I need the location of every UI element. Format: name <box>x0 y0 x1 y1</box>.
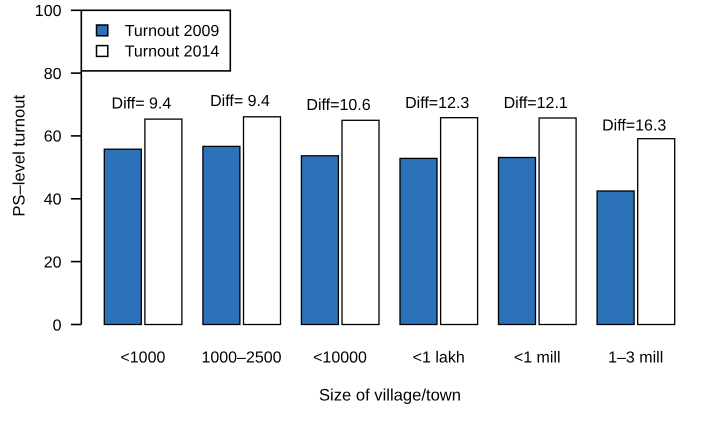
svg-text:20: 20 <box>44 254 62 271</box>
svg-text:60: 60 <box>44 129 62 146</box>
svg-text:PS–level turnout: PS–level turnout <box>10 95 29 217</box>
svg-text:<10000: <10000 <box>313 349 367 366</box>
svg-text:<1 lakh: <1 lakh <box>413 349 465 366</box>
svg-text:Diff=10.6: Diff=10.6 <box>306 97 370 114</box>
svg-text:Diff= 9.4: Diff= 9.4 <box>210 93 270 110</box>
svg-text:Diff= 9.4: Diff= 9.4 <box>112 96 172 113</box>
svg-text:<1 mill: <1 mill <box>514 349 561 366</box>
svg-text:Diff=12.3: Diff=12.3 <box>405 95 469 112</box>
svg-text:1–3 mill: 1–3 mill <box>608 349 663 366</box>
svg-text:40: 40 <box>44 192 62 209</box>
svg-text:Size of village/town: Size of village/town <box>319 386 461 405</box>
svg-text:100: 100 <box>35 3 62 20</box>
svg-text:1000–2500: 1000–2500 <box>201 349 281 366</box>
svg-text:Turnout 2009: Turnout 2009 <box>125 23 220 40</box>
svg-text:0: 0 <box>53 317 62 334</box>
svg-text:<1000: <1000 <box>120 349 165 366</box>
svg-text:80: 80 <box>44 66 62 83</box>
svg-text:Diff=12.1: Diff=12.1 <box>504 95 568 112</box>
svg-text:Diff=16.3: Diff=16.3 <box>602 117 666 134</box>
svg-text:Turnout 2014: Turnout 2014 <box>125 44 220 61</box>
